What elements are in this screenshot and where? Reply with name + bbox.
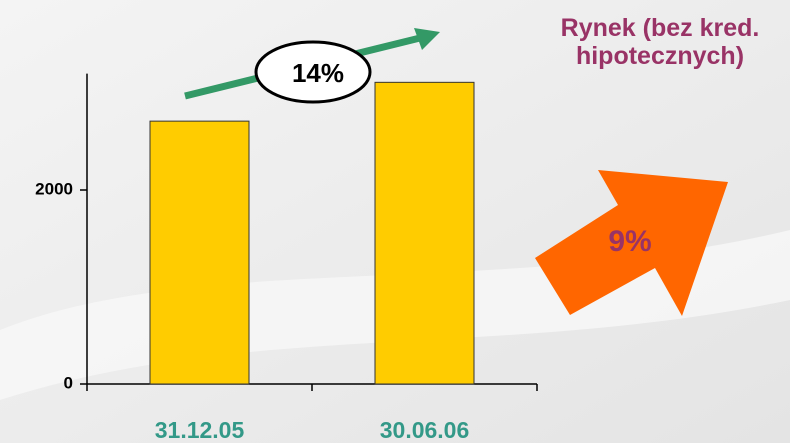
y-tick-label: 2000 bbox=[35, 179, 73, 198]
plot-area: 0 2000 31.12.05 30.06.06 bbox=[35, 73, 538, 443]
x-tick-label: 30.06.06 bbox=[380, 417, 470, 443]
market-label: Rynek (bez kred. hipotecznych) bbox=[560, 14, 760, 70]
market-arrow bbox=[535, 170, 728, 316]
bar bbox=[149, 120, 250, 385]
x-tick-label: 31.12.05 bbox=[155, 417, 245, 443]
market-growth-label: 9% bbox=[608, 225, 651, 258]
growth-label: 14% bbox=[292, 58, 344, 88]
bar bbox=[374, 81, 475, 385]
growth-arrow-head bbox=[414, 28, 440, 50]
y-tick-label: 0 bbox=[64, 373, 73, 392]
growth-bubble bbox=[254, 40, 372, 104]
